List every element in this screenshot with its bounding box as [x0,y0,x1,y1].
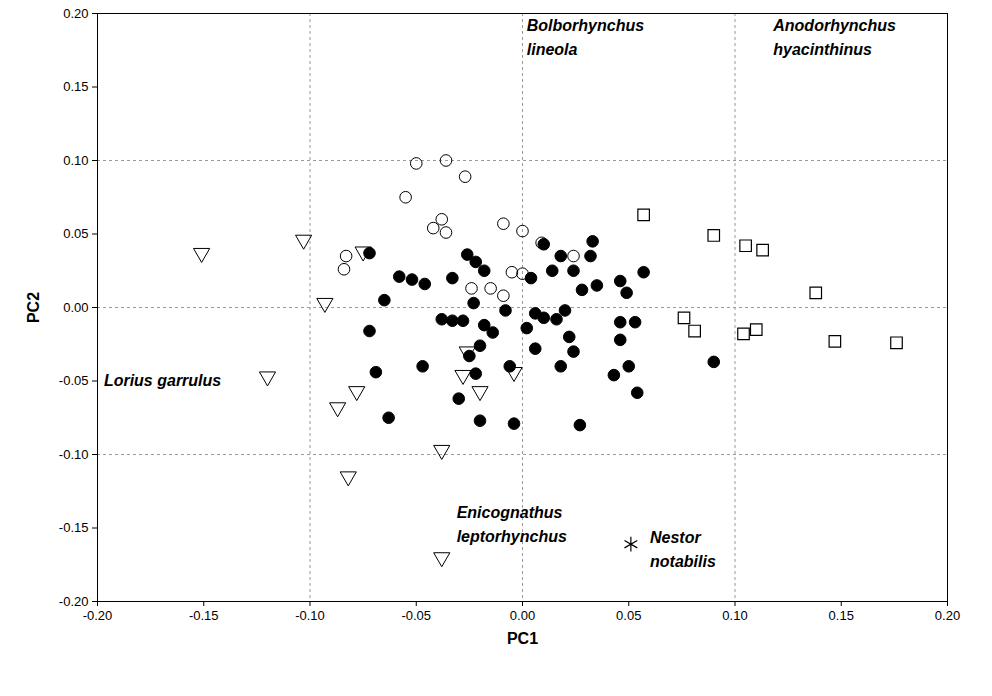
svg-text:0.20: 0.20 [63,6,88,21]
svg-text:-0.20: -0.20 [83,608,113,623]
svg-text:Enicognathusleptorhynchus: Enicognathusleptorhynchus [457,504,567,545]
svg-text:0.00: 0.00 [510,608,535,623]
svg-text:0.05: 0.05 [63,226,88,241]
svg-text:Anodorhynchushyacinthinus: Anodorhynchushyacinthinus [772,17,896,58]
svg-text:0.15: 0.15 [829,608,854,623]
svg-text:Bolborhynchuslineola: Bolborhynchuslineola [527,17,644,58]
svg-text:-0.10: -0.10 [295,608,325,623]
svg-text:0.15: 0.15 [63,79,88,94]
svg-text:0.10: 0.10 [722,608,747,623]
svg-text:PC1: PC1 [507,630,538,647]
svg-text:-0.10: -0.10 [59,447,89,462]
svg-text:-0.05: -0.05 [59,373,89,388]
svg-text:-0.05: -0.05 [401,608,431,623]
svg-text:-0.20: -0.20 [59,594,89,609]
svg-text:Lorius garrulus: Lorius garrulus [104,372,221,389]
svg-text:0.20: 0.20 [935,608,960,623]
svg-text:-0.15: -0.15 [189,608,219,623]
svg-text:0.00: 0.00 [63,300,88,315]
svg-text:Nestornotabilis: Nestornotabilis [650,529,716,570]
svg-text:0.10: 0.10 [63,153,88,168]
svg-text:-0.15: -0.15 [59,520,89,535]
svg-text:0.05: 0.05 [616,608,641,623]
svg-text:PC2: PC2 [25,292,42,323]
